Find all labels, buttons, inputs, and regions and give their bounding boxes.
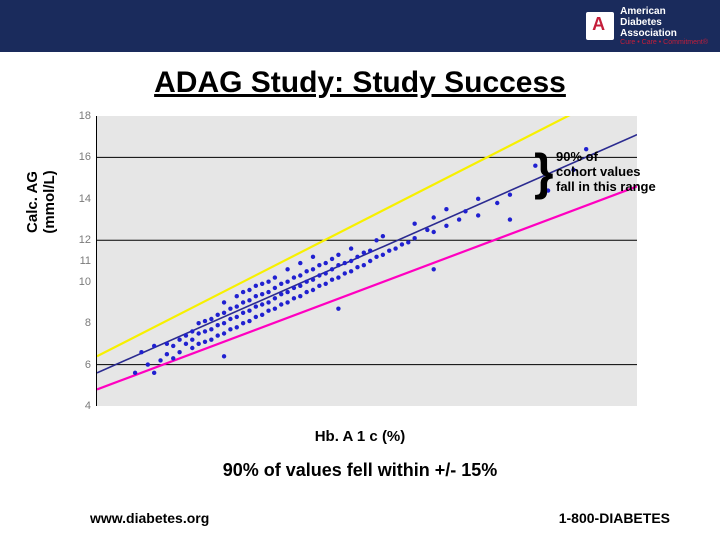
annotation-line2: cohort values [556, 164, 641, 179]
ada-logo: American Diabetes Association Cure • Car… [586, 6, 708, 47]
y-axis-label-text: Calc. AG [24, 171, 41, 233]
org-tagline: Cure • Care • Commitment® [620, 39, 708, 47]
y-tick-label: 4 [85, 400, 97, 412]
y-tick-label: 11 [80, 255, 97, 267]
footer: www.diabetes.org 1-800-DIABETES [0, 510, 720, 526]
header-bar: American Diabetes Association Cure • Car… [0, 0, 720, 52]
ada-logo-text: American Diabetes Association Cure • Car… [620, 6, 708, 47]
org-line1: American [620, 6, 666, 17]
y-tick-label: 6 [85, 359, 97, 371]
y-tick-label: 8 [85, 317, 97, 329]
org-line2: Diabetes [620, 17, 662, 28]
annotation-text: 90% of cohort values fall in this range [556, 150, 706, 195]
scatter-chart: 468101112141618 [96, 116, 636, 406]
footer-phone: 1-800-DIABETES [559, 510, 670, 526]
org-line3: Association [620, 28, 677, 39]
y-tick-label: 14 [79, 193, 97, 205]
annotation-line3: fall in this range [556, 179, 656, 194]
y-tick-label: 16 [79, 151, 97, 163]
page-title: ADAG Study: Study Success [0, 66, 720, 100]
y-tick-label: 12 [79, 234, 97, 246]
footer-url: www.diabetes.org [90, 510, 209, 526]
x-axis-label: Hb. A 1 c (%) [0, 428, 720, 445]
y-tick-label: 10 [79, 276, 97, 288]
ada-logo-icon [586, 12, 614, 40]
summary-text: 90% of values fell within +/- 15% [0, 460, 720, 481]
annotation-brace-icon: } [534, 147, 553, 197]
y-tick-label: 18 [79, 110, 97, 122]
y-axis-label: Calc. AG (mmol/L) [24, 152, 58, 252]
y-axis-unit: (mmol/L) [41, 152, 58, 252]
annotation-line1: 90% of [556, 149, 598, 164]
